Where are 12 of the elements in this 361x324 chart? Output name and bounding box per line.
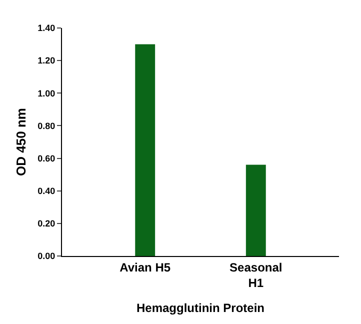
y-tick-label: 1.00 bbox=[38, 88, 56, 98]
y-tick-label: 0.00 bbox=[38, 251, 56, 262]
y-tick-label: 0.80 bbox=[38, 120, 56, 131]
x-axis-title: Hemagglutinin Protein bbox=[136, 300, 265, 315]
x-tick-label: Seasonal H1 bbox=[230, 260, 282, 290]
y-tick-label: 1.40 bbox=[38, 23, 56, 34]
y-tick-label: 0.40 bbox=[38, 186, 56, 196]
y-tick-label: 0.20 bbox=[38, 218, 56, 229]
x-tick-label: Avian H5 bbox=[120, 260, 171, 274]
y-tick-label: 1.20 bbox=[38, 56, 56, 66]
y-tick-label: 0.60 bbox=[38, 153, 56, 164]
y-axis-title: OD 450 nm bbox=[14, 108, 29, 176]
